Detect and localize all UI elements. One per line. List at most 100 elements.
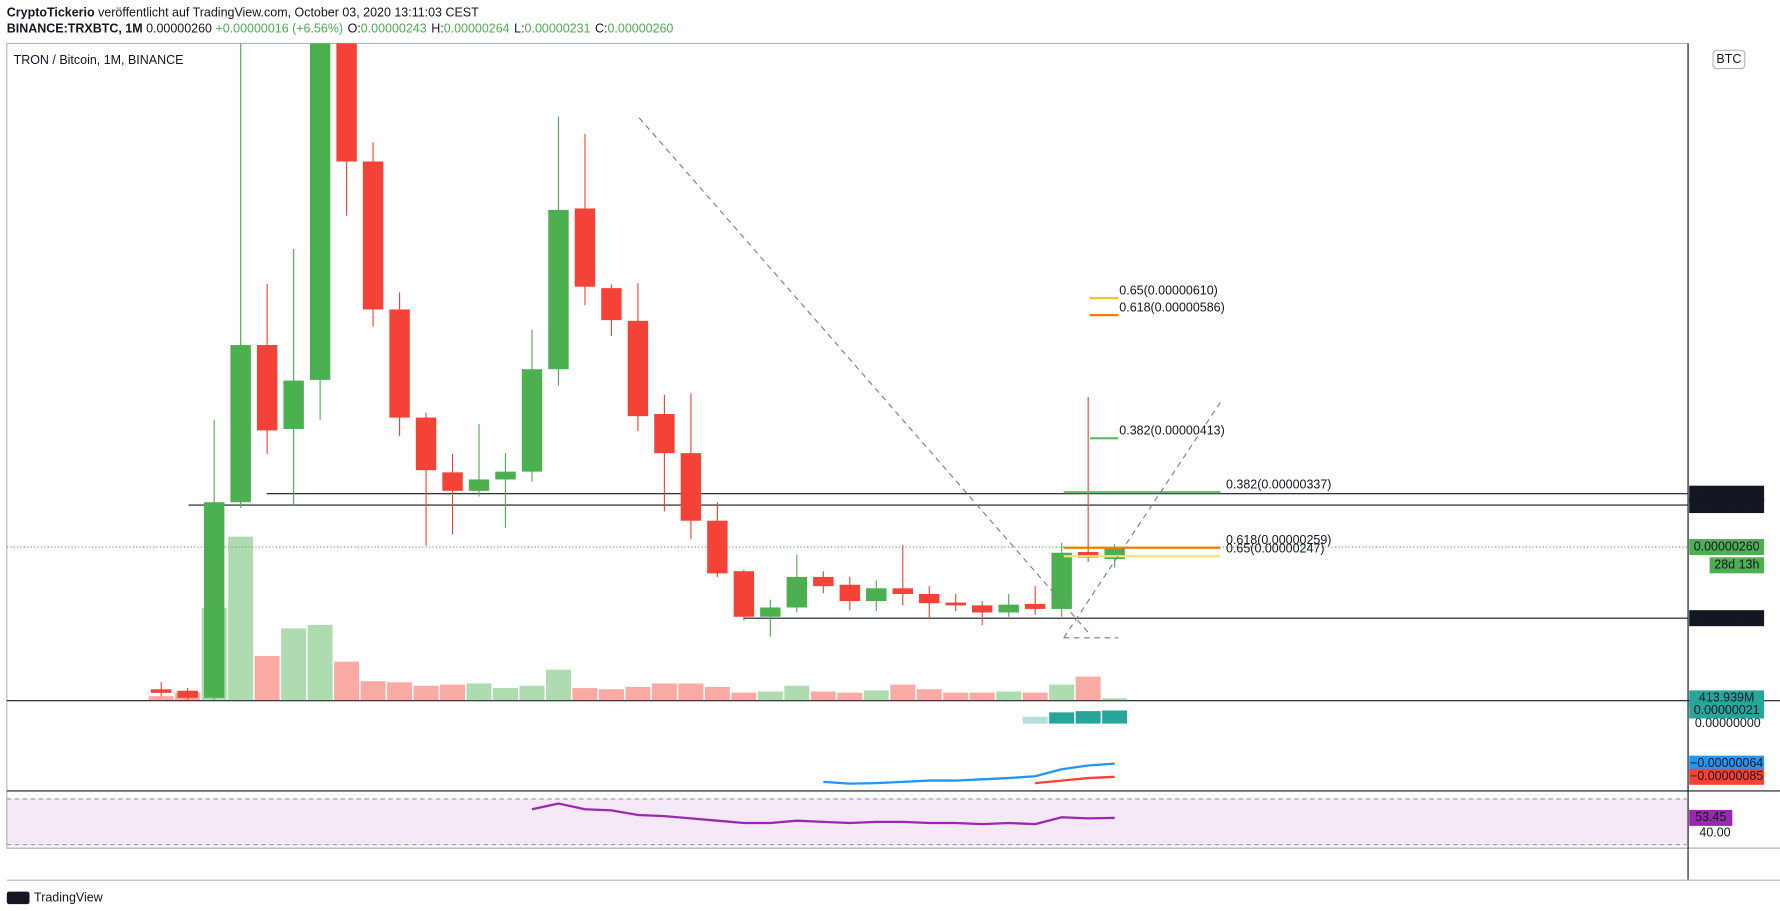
candle-body <box>574 208 596 287</box>
volume-bar <box>148 696 174 701</box>
volume-marker: 413.939M <box>1699 691 1754 705</box>
volume-bar <box>625 686 651 701</box>
fib-label: 0.618(0.00000586) <box>1119 301 1224 315</box>
candle-body <box>760 607 781 617</box>
volume-bar <box>1049 684 1075 701</box>
volume-bar <box>572 688 598 701</box>
volume-bar <box>731 692 757 701</box>
ohlc-key: C: <box>595 22 607 36</box>
volume-bar <box>810 691 836 701</box>
header-line: CryptoTickerio veröffentlicht auf Tradin… <box>7 6 479 20</box>
candle-body <box>336 43 357 162</box>
volume-bar <box>387 682 413 701</box>
fib-label: 0.618(0.00000259) <box>1226 533 1331 547</box>
macd-marker: −0.00000085 <box>1690 769 1763 783</box>
candle-body <box>521 369 543 472</box>
price-marker-box <box>1689 610 1765 627</box>
candle-body <box>442 472 463 491</box>
volume-bar <box>943 692 969 701</box>
candle-body <box>150 689 172 693</box>
symbol-line: BINANCE:TRXBTC, 1M 0.00000260 +0.0000001… <box>7 22 674 36</box>
macd-tick-label: 0.00000000 <box>1695 716 1761 730</box>
ohlc-value: 0.00000264 <box>444 22 510 36</box>
price-change: +0.00000016 (+6.56%) <box>215 22 343 36</box>
ohlc-key: H: <box>431 22 443 36</box>
candle-body <box>866 588 887 602</box>
ohlc-value: 0.00000243 <box>361 22 427 36</box>
macd-marker: −0.00000064 <box>1690 756 1763 770</box>
candle-body <box>839 584 861 602</box>
candle-body <box>1051 552 1072 609</box>
volume-bar <box>281 628 307 701</box>
candle-body <box>177 690 198 698</box>
rsi-line <box>531 802 1115 826</box>
candle-body <box>283 380 304 429</box>
volume-marker-box <box>1689 690 1765 707</box>
currency-box <box>1712 49 1746 70</box>
macd-histogram <box>1075 711 1101 724</box>
volume-bar <box>704 686 730 701</box>
volume-bar <box>996 691 1022 701</box>
price-marker-box <box>1689 497 1765 514</box>
macd-marker-box <box>1689 702 1765 719</box>
volume-bar <box>413 685 439 701</box>
candle-body <box>1024 603 1046 609</box>
volume-bar <box>784 685 810 701</box>
ohlc-key: O: <box>348 22 361 36</box>
macd-marker-box <box>1689 755 1765 772</box>
volume-bar <box>493 688 518 701</box>
volume-bar <box>545 669 571 701</box>
publisher: CryptoTickerio <box>7 6 95 20</box>
last-price: 0.00000260 <box>146 22 212 36</box>
candle-body <box>680 453 702 521</box>
candle-body <box>919 593 940 604</box>
candle-body <box>892 588 913 594</box>
price-marker: 0.00000260 <box>1694 539 1760 553</box>
symbol: BINANCE:TRXBTC, 1M <box>7 22 143 36</box>
volume-bar <box>598 689 624 701</box>
logo <box>6 891 30 905</box>
rsi-tick-label: 40.00 <box>1699 826 1730 840</box>
rsi-marker-box <box>1689 809 1733 826</box>
candle-body <box>601 288 622 321</box>
volume-bar <box>678 683 704 701</box>
volume-bar <box>440 684 466 701</box>
candle-body <box>1077 552 1099 558</box>
volume-bar <box>837 692 863 701</box>
macd-marker-box <box>1689 768 1765 785</box>
currency: BTC <box>1716 52 1741 66</box>
candle-body <box>627 320 649 417</box>
signal-line <box>1035 775 1115 785</box>
brand: TradingView <box>34 891 104 905</box>
macd-histogram <box>1022 716 1048 724</box>
fib-label: 0.65(0.00000610) <box>1119 284 1217 298</box>
candle-body <box>786 576 808 608</box>
macd-line <box>823 762 1115 785</box>
candle-body <box>309 43 331 380</box>
volume-bar <box>1022 692 1048 701</box>
volume-bar <box>757 691 783 701</box>
trend-lines <box>638 117 1221 639</box>
price-marker: 0.00000319 <box>1694 497 1760 511</box>
candle-body <box>495 471 516 480</box>
ohlc-value: 0.00000260 <box>607 22 673 36</box>
volume-bar <box>254 655 280 701</box>
candle-body <box>945 602 966 606</box>
candle-body <box>707 520 728 574</box>
candle-body <box>998 604 1019 613</box>
volume-bar <box>1102 698 1128 701</box>
candle-body <box>203 502 225 698</box>
candle-body <box>548 209 569 370</box>
fib-label: 0.65(0.00000247) <box>1226 542 1324 556</box>
price-marker-box <box>1689 539 1765 556</box>
macd-histogram <box>1102 710 1128 724</box>
published: veröffentlicht auf TradingView.com, Octo… <box>98 6 479 20</box>
chart-title: TRON / Bitcoin, 1M, BINANCE <box>14 53 184 67</box>
volume-bar <box>1075 676 1101 701</box>
volume-bar <box>890 684 916 701</box>
volume-bar <box>969 692 995 701</box>
fib-label: 0.382(0.00000413) <box>1119 424 1224 438</box>
candle-body <box>415 417 437 471</box>
